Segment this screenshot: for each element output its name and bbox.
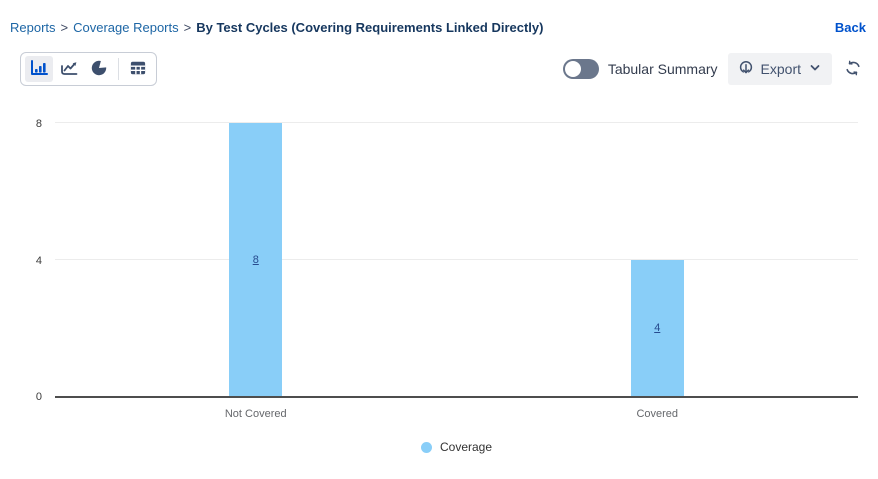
tabular-summary-label: Tabular Summary [607, 61, 718, 77]
chart-legend[interactable]: Coverage [55, 440, 858, 454]
toolbar-divider [118, 58, 119, 80]
chart-type-pie-button[interactable] [85, 56, 113, 82]
breadcrumb: Reports > Coverage Reports > By Test Cyc… [10, 20, 543, 35]
toolbar-right: Tabular Summary Export [562, 52, 864, 86]
line-chart-icon [60, 60, 78, 79]
pie-chart-icon [90, 59, 108, 80]
x-axis-label-covered: Covered [636, 408, 679, 420]
x-axis-label-not-covered: Not Covered [224, 408, 287, 420]
breadcrumb-coverage-reports[interactable]: Coverage Reports [73, 20, 179, 35]
bar-value-link-not-covered[interactable]: 8 [252, 253, 259, 266]
table-view-icon [129, 60, 147, 79]
legend-swatch-coverage [420, 441, 432, 453]
breadcrumb-current-page: By Test Cycles (Covering Requirements Li… [196, 20, 544, 35]
chart-type-line-button[interactable] [55, 56, 83, 82]
tabular-summary-control: Tabular Summary [562, 59, 718, 79]
y-tick-label: 8 [35, 118, 42, 130]
back-link[interactable]: Back [834, 20, 866, 35]
export-download-icon [738, 60, 754, 79]
header-row: Reports > Coverage Reports > By Test Cyc… [10, 20, 866, 35]
breadcrumb-separator: > [183, 20, 192, 35]
legend-label: Coverage [439, 440, 493, 454]
chart-type-table-button[interactable] [124, 56, 152, 82]
export-label: Export [760, 61, 801, 77]
bar-covered[interactable]: 4 [630, 259, 684, 396]
tabular-summary-toggle[interactable] [562, 59, 599, 79]
export-button[interactable]: Export [727, 53, 832, 85]
breadcrumb-separator: > [60, 20, 69, 35]
refresh-button[interactable] [842, 58, 864, 80]
toggle-knob [564, 61, 581, 77]
plot-area: 8 Not Covered 4 Covered [55, 122, 858, 420]
y-axis: 0 4 8 [10, 118, 42, 403]
breadcrumb-reports[interactable]: Reports [10, 20, 56, 35]
gridline [55, 258, 858, 260]
refresh-icon [845, 60, 861, 79]
y-tick-label: 0 [35, 391, 42, 403]
gridline [55, 122, 858, 123]
bar-chart-icon [30, 59, 48, 79]
chart-type-bar-button[interactable] [25, 56, 53, 82]
chevron-down-icon [808, 61, 822, 78]
bar-value-link-covered[interactable]: 4 [654, 321, 661, 334]
bar-not-covered[interactable]: 8 [229, 123, 283, 396]
chart-type-toolbar [20, 52, 157, 86]
y-tick-label: 4 [35, 254, 42, 267]
